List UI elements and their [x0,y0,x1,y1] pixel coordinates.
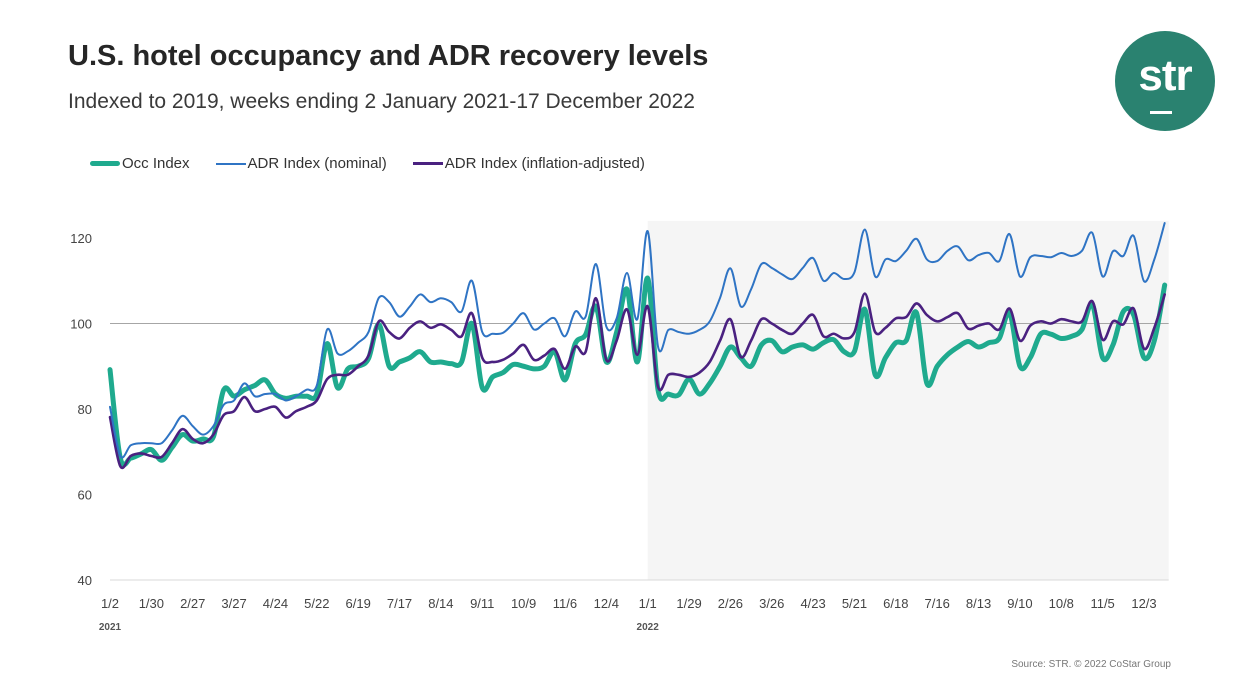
x-tick-label: 6/18 [883,596,908,611]
legend-swatch-occ [90,161,120,166]
y-tick-label: 40 [78,573,92,588]
x-tick-label: 7/16 [925,596,950,611]
legend-swatch-adr-nominal [215,162,246,165]
x-tick-label: 10/8 [1049,596,1074,611]
x-tick-label: 1/30 [139,596,164,611]
x-tick-label: 6/19 [346,596,371,611]
x-tick-label: 10/9 [511,596,536,611]
x-tick-label: 4/23 [800,596,825,611]
str-logo: str [1115,31,1215,131]
legend-item-adr-nominal: ADR Index (nominal) [215,155,387,172]
x-tick-label: 5/22 [304,596,329,611]
legend: Occ Index ADR Index (nominal) ADR Index … [90,155,645,172]
x-tick-label: 9/11 [470,596,494,611]
y-tick-label: 120 [70,231,92,246]
legend-label: Occ Index [122,155,190,172]
x-tick-label: 5/21 [842,596,867,611]
chart-subtitle: Indexed to 2019, weeks ending 2 January … [68,90,695,113]
y-tick-label: 80 [78,402,92,417]
legend-swatch-adr-real [412,162,443,165]
y-tick-label: 60 [78,488,92,503]
x-tick-label: 3/27 [221,596,246,611]
x-tick-label: 1/1 [639,596,657,611]
legend-label: ADR Index (inflation-adjusted) [444,155,645,172]
series-line-adr-inflation-adjusted [108,292,1166,470]
legend-item-occ: Occ Index [90,155,190,172]
x-tick-label: 1/29 [676,596,701,611]
chart-title: U.S. hotel occupancy and ADR recovery le… [68,40,709,72]
y-tick-label: 100 [70,317,92,332]
year-label: 2022 [637,622,660,633]
x-tick-label: 4/24 [263,596,288,611]
x-tick-label: 12/4 [594,596,619,611]
x-tick-label: 11/5 [1090,596,1114,611]
series-line-adr-nominal [109,222,1166,459]
series-line-occ-index [107,275,1168,468]
x-tick-label: 11/6 [553,596,577,611]
x-tick-label: 2/27 [180,596,205,611]
x-tick-label: 7/17 [387,596,412,611]
x-tick-label: 9/10 [1007,596,1032,611]
x-tick-label: 8/14 [428,596,453,611]
logo-underline [1150,111,1172,114]
legend-item-adr-real: ADR Index (inflation-adjusted) [412,155,645,172]
legend-label: ADR Index (nominal) [247,155,387,172]
source-note: Source: STR. © 2022 CoStar Group [1011,659,1171,670]
year-label: 2021 [99,622,122,633]
x-tick-label: 8/13 [966,596,991,611]
x-tick-label: 2/26 [718,596,743,611]
x-tick-label: 3/26 [759,596,784,611]
logo-text: str [1138,51,1192,100]
x-tick-label: 1/2 [101,596,119,611]
x-tick-label: 12/3 [1131,596,1156,611]
